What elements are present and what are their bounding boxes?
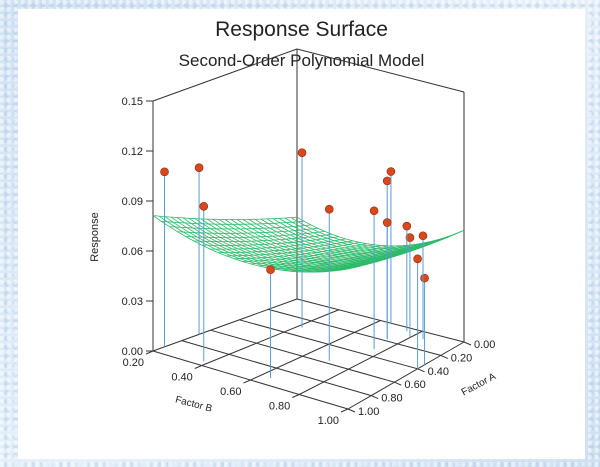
data-point	[160, 167, 169, 177]
surface-mesh-line	[185, 231, 325, 239]
factor-a-tick-label: 0.00	[474, 339, 495, 351]
z-tick-label: 0.06	[122, 246, 143, 258]
wall-top-edge	[152, 48, 298, 102]
surface-mesh-line	[291, 244, 416, 272]
surface-mesh-line	[299, 242, 423, 273]
surface-mesh-line	[161, 220, 305, 225]
data-point	[418, 231, 428, 241]
factor-b-tick-label: 0.20	[123, 357, 144, 369]
factor-a-tick	[394, 381, 402, 386]
surface-mesh-line	[177, 227, 318, 234]
factor-b-tick	[145, 350, 154, 355]
back-walls	[152, 48, 465, 351]
floor-gridline	[347, 341, 465, 410]
surface-mesh-line	[250, 245, 381, 265]
data-point	[413, 254, 422, 264]
z-tick-label: 0.03	[122, 296, 143, 308]
chart-title: Response Surface	[215, 18, 388, 41]
floor-grid	[152, 298, 465, 410]
factor-b-tick	[243, 379, 251, 384]
data-point	[324, 204, 334, 214]
surface-mesh-line	[226, 242, 360, 257]
factor-b-axis: 0.20 0.40 0.60 0.80 1.00 Factor B	[123, 350, 349, 427]
response-surface	[152, 215, 465, 273]
response-surface-plot: 0.000.030.060.090.120.15Response0.200.40…	[89, 48, 498, 427]
data-point	[199, 201, 209, 211]
surface-mesh-line	[152, 215, 298, 220]
factor-a-label: Factor A	[460, 371, 498, 398]
factor-b-tick	[292, 394, 300, 398]
z-tick-label: 0.12	[122, 146, 143, 158]
data-point	[297, 148, 307, 157]
factor-a-tick	[440, 354, 448, 359]
wall-top-edge	[296, 48, 465, 93]
z-axis-label: Response	[89, 212, 101, 262]
surface-mesh-line	[266, 245, 395, 269]
factor-a-tick-label: 0.60	[404, 379, 425, 391]
surface-mesh-line	[258, 245, 388, 267]
floor-gridline	[250, 320, 381, 381]
data-point	[382, 218, 392, 227]
surface-mesh-line	[193, 233, 332, 242]
factor-a-tick	[371, 395, 379, 400]
surface-mesh-line	[315, 239, 437, 273]
data-point	[402, 221, 412, 231]
observed-points	[160, 148, 429, 379]
surface-mesh-line	[169, 224, 311, 230]
chart-panel: Response Surface Second-Order Polynomial…	[18, 9, 585, 459]
factor-a-tick-label: 0.80	[381, 393, 402, 405]
surface-mesh-line	[307, 241, 430, 273]
factor-a-tick	[347, 408, 356, 413]
floor-gridline	[152, 298, 298, 352]
factor-a-tick	[417, 368, 425, 373]
floor-gridline	[299, 330, 423, 395]
data-point	[382, 176, 392, 186]
surface-mesh-line	[242, 244, 374, 262]
factor-b-tick-label: 1.00	[318, 415, 339, 427]
factor-b-tick	[340, 408, 349, 413]
factor-b-tick	[194, 365, 202, 369]
data-point	[420, 273, 429, 283]
factor-a-tick-label: 0.20	[451, 352, 472, 364]
data-point	[369, 206, 379, 216]
surface-mesh-line	[234, 243, 367, 260]
surface-mesh-line	[274, 245, 402, 270]
factor-a-tick	[463, 341, 472, 346]
factor-b-tick-label: 0.80	[269, 401, 290, 413]
surface-mesh-line	[347, 229, 465, 270]
data-point	[266, 265, 275, 275]
surface-mesh-line	[218, 240, 353, 253]
chart-subtitle: Second-Order Polynomial Model	[178, 51, 425, 70]
factor-b-tick-label: 0.60	[220, 386, 241, 398]
surface-mesh-line	[201, 236, 339, 246]
z-tick-label: 0.09	[122, 196, 143, 208]
data-point	[405, 233, 415, 242]
factor-b-tick-label: 0.40	[171, 372, 192, 384]
data-point	[194, 163, 204, 172]
factor-b-label: Factor B	[174, 394, 214, 414]
factor-a-tick-label: 1.00	[358, 406, 379, 418]
z-axis: 0.00 0.03 0.06 0.09 0.12 0.15 Response	[89, 96, 153, 358]
surface-mesh-line	[209, 238, 346, 250]
data-point	[386, 167, 396, 176]
z-tick-label: 0.15	[122, 96, 143, 108]
factor-a-tick-label: 0.40	[428, 366, 449, 378]
z-tick-label: 0.00	[122, 346, 143, 358]
